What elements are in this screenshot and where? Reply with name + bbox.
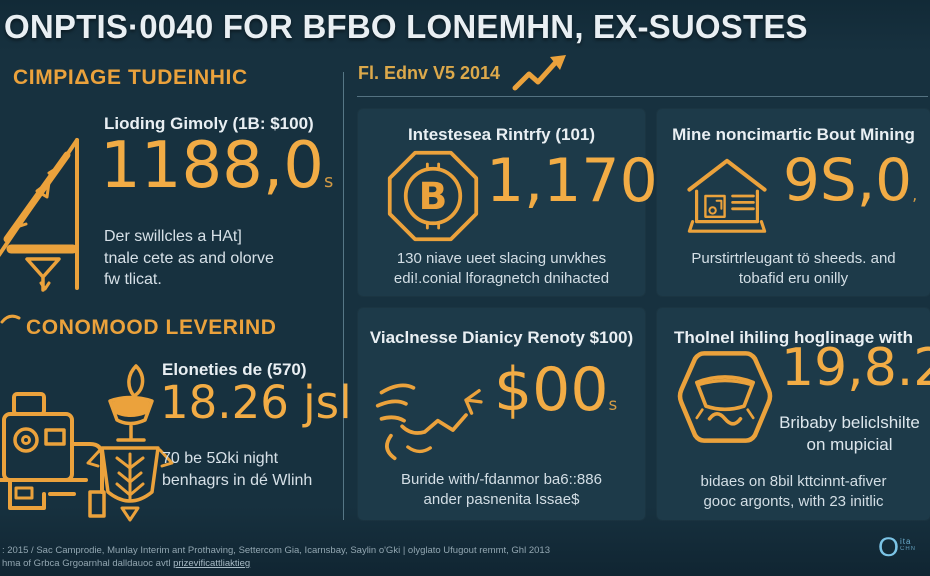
card-bitcoin-value: 1,170 <box>486 146 658 216</box>
left-stat1-desc: Der swillcles a HAt] tnale cete as and o… <box>104 228 274 289</box>
bitcoin-icon: B <box>386 149 480 243</box>
house-icon <box>683 153 771 239</box>
card-hex-title: Tholnel ihiling hoglinage with <box>674 328 913 347</box>
left-stat1-value: 1188,0s <box>100 129 334 203</box>
card-home-mining: Mine noncimartic Bout Mining 9S,0, Purst… <box>657 109 930 296</box>
card-dollar-title: Viaclnesse Dianicy Renoty $100) <box>369 328 634 347</box>
squiggle-icon <box>0 310 22 326</box>
hand-sketch-icon <box>374 366 496 466</box>
left-stat1-mark: s <box>323 171 334 192</box>
card-hex-subtitle: Bribaby beliclshilte on mupicial <box>779 413 920 455</box>
right-header-label: Fl. Ednv V5 2014 <box>358 63 501 83</box>
brand-logo: O ita CHN <box>877 532 916 562</box>
left-stat2-label: Eloneties de (570) <box>162 360 307 379</box>
mask-hexagon-icon <box>675 346 775 448</box>
footer-line2: hma of Grbca Grgoarnhal dalldauoc avtl p… <box>2 558 251 569</box>
machine-icon <box>0 382 112 524</box>
card-bitcoin-desc: 130 niave ueet slacing unvkhes edi!.coni… <box>393 250 610 288</box>
svg-text:B: B <box>419 174 448 218</box>
card-bitcoin: Intestesea Rintrfy (101) B 1,170 130 nia… <box>358 109 658 296</box>
card-hex: Tholnel ihiling hoglinage with 19,8.2 Br… <box>657 308 930 520</box>
footer-link[interactable]: prizevificattliaktieg <box>173 558 251 569</box>
left-section2-heading: CONOMOOD LEVERIND <box>26 316 277 339</box>
card-hex-value: 19,8.2 <box>781 338 930 398</box>
footer-line1: : 2015 / Sac Camprodie, Munlay Interim a… <box>2 545 550 556</box>
card-hex-desc: bidaes on 8bil kttcinnt-afiver gooc argo… <box>700 473 887 511</box>
left-stat2-desc: 70 be 5Ωki night benhagrs in dé Wlinh <box>162 450 313 489</box>
left-section1-heading: CIMPIΔGE TUDEINHIC <box>13 66 248 89</box>
right-header-divider <box>357 96 928 97</box>
left-stat1-label: Lioding Gimoly (1B: $100) <box>104 114 314 133</box>
goblet-shield-icon <box>84 364 176 528</box>
card-home-mining-desc: Purstirtrleugant tö sheeds. and tobafid … <box>691 250 896 288</box>
mining-ramp-icon <box>0 135 93 293</box>
card-home-mining-title: Mine noncimartic Bout Mining <box>672 125 915 144</box>
card-home-mining-value: 9S,0, <box>783 146 918 214</box>
card-dollar: Viaclnesse Dianicy Renoty $100) $00s Bur… <box>358 308 645 520</box>
card-bitcoin-title: Intestesea Rintrfy (101) <box>407 125 596 144</box>
card-dollar-value: $00s <box>494 355 618 425</box>
left-stat2-value: 18.26 jsl <box>160 376 352 429</box>
trend-arrow-icon <box>512 55 566 93</box>
page-title: ONPTIS·0040 FOR BFBO LONEMHN, EX-SUOSTES <box>4 8 808 45</box>
column-divider <box>343 72 344 520</box>
card-dollar-desc: Buride with/-fdanmor ba6::886 ander pasn… <box>401 471 602 509</box>
